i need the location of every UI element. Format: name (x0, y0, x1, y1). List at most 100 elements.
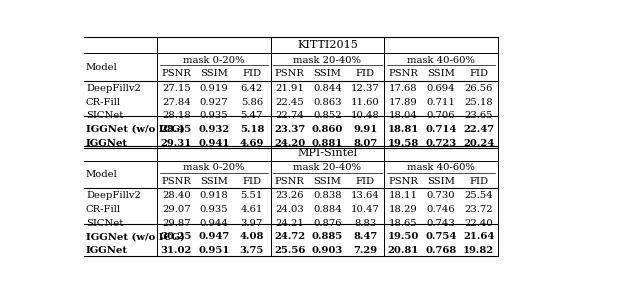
Text: 23.26: 23.26 (275, 191, 304, 200)
Text: 30.25: 30.25 (161, 232, 192, 241)
Text: 20.24: 20.24 (463, 138, 494, 147)
Text: 6.42: 6.42 (241, 84, 263, 93)
Text: 19.82: 19.82 (463, 246, 494, 255)
Text: 5.86: 5.86 (241, 98, 263, 107)
Text: 0.884: 0.884 (313, 205, 342, 214)
Text: PSNR: PSNR (275, 177, 305, 186)
Text: FID: FID (243, 70, 261, 79)
Text: 4.69: 4.69 (239, 138, 264, 147)
Text: SSIM: SSIM (200, 177, 228, 186)
Text: PSNR: PSNR (275, 70, 305, 79)
Text: PSNR: PSNR (388, 177, 418, 186)
Text: 9.91: 9.91 (353, 125, 378, 134)
Text: 18.11: 18.11 (388, 191, 417, 200)
Text: 19.50: 19.50 (387, 232, 419, 241)
Text: 26.56: 26.56 (465, 84, 493, 93)
Text: 18.65: 18.65 (388, 219, 417, 228)
Text: 22.45: 22.45 (275, 98, 304, 107)
Text: 11.60: 11.60 (351, 98, 380, 107)
Text: IGGNet: IGGNet (86, 138, 128, 147)
Text: 24.03: 24.03 (275, 205, 304, 214)
Text: mask 0-20%: mask 0-20% (183, 163, 245, 172)
Text: 0.918: 0.918 (200, 191, 228, 200)
Text: 13.64: 13.64 (351, 191, 380, 200)
Text: PSNR: PSNR (161, 70, 191, 79)
Text: 0.941: 0.941 (198, 138, 230, 147)
Text: 0.706: 0.706 (427, 111, 455, 120)
Text: 5.51: 5.51 (241, 191, 263, 200)
Text: 12.37: 12.37 (351, 84, 380, 93)
Text: IGGNet (w/o ICG): IGGNet (w/o ICG) (86, 232, 185, 241)
Text: 4.61: 4.61 (241, 205, 263, 214)
Text: 0.885: 0.885 (312, 232, 343, 241)
Text: 0.860: 0.860 (312, 125, 343, 134)
Text: 24.21: 24.21 (275, 219, 304, 228)
Text: SSIM: SSIM (314, 177, 341, 186)
Text: 8.47: 8.47 (353, 232, 378, 241)
Text: 28.45: 28.45 (161, 125, 192, 134)
Text: 22.74: 22.74 (275, 111, 304, 120)
Text: PSNR: PSNR (161, 177, 191, 186)
Text: CR-Fill: CR-Fill (86, 98, 121, 107)
Text: 28.40: 28.40 (162, 191, 191, 200)
Text: 10.48: 10.48 (351, 111, 380, 120)
Text: 7.29: 7.29 (353, 246, 378, 255)
Text: mask 20-40%: mask 20-40% (294, 163, 362, 172)
Text: 0.919: 0.919 (200, 84, 228, 93)
Text: 0.723: 0.723 (425, 138, 456, 147)
Text: 0.694: 0.694 (426, 84, 455, 93)
Text: 3.75: 3.75 (239, 246, 264, 255)
Text: 17.89: 17.89 (388, 98, 417, 107)
Text: 25.18: 25.18 (464, 98, 493, 107)
Text: 0.935: 0.935 (200, 205, 228, 214)
Text: 0.935: 0.935 (200, 111, 228, 120)
Text: FID: FID (243, 177, 261, 186)
Text: 29.07: 29.07 (162, 205, 191, 214)
Text: 0.947: 0.947 (198, 232, 230, 241)
Text: Model: Model (86, 63, 118, 72)
Text: 0.932: 0.932 (198, 125, 230, 134)
Text: 21.64: 21.64 (463, 232, 494, 241)
Text: 0.844: 0.844 (313, 84, 342, 93)
Text: FID: FID (469, 70, 488, 79)
Text: SSIM: SSIM (314, 70, 341, 79)
Text: 0.944: 0.944 (200, 219, 228, 228)
Text: 24.72: 24.72 (274, 232, 305, 241)
Text: 5.18: 5.18 (239, 125, 264, 134)
Text: 0.754: 0.754 (425, 232, 456, 241)
Text: 0.838: 0.838 (313, 191, 342, 200)
Text: IGGNet (w/o ICG): IGGNet (w/o ICG) (86, 125, 185, 134)
Text: FID: FID (356, 177, 375, 186)
Text: 25.56: 25.56 (274, 246, 305, 255)
Text: 23.65: 23.65 (465, 111, 493, 120)
Text: 0.881: 0.881 (312, 138, 343, 147)
Text: FID: FID (356, 70, 375, 79)
Text: FID: FID (469, 177, 488, 186)
Text: 5.47: 5.47 (241, 111, 263, 120)
Text: SICNet: SICNet (86, 111, 124, 120)
Text: mask 40-60%: mask 40-60% (407, 56, 475, 65)
Text: mask 40-60%: mask 40-60% (407, 163, 475, 172)
Text: SSIM: SSIM (200, 70, 228, 79)
Text: 22.40: 22.40 (464, 219, 493, 228)
Text: 0.768: 0.768 (425, 246, 456, 255)
Text: mask 20-40%: mask 20-40% (294, 56, 362, 65)
Text: 10.47: 10.47 (351, 205, 380, 214)
Text: 4.08: 4.08 (239, 232, 264, 241)
Text: Model: Model (86, 170, 118, 179)
Text: DeepFillv2: DeepFillv2 (86, 191, 141, 200)
Text: 18.81: 18.81 (387, 125, 419, 134)
Text: 21.91: 21.91 (275, 84, 304, 93)
Text: 0.714: 0.714 (425, 125, 456, 134)
Text: 0.746: 0.746 (426, 205, 455, 214)
Text: 0.730: 0.730 (426, 191, 455, 200)
Text: PSNR: PSNR (388, 70, 418, 79)
Text: 18.29: 18.29 (388, 205, 417, 214)
Text: 22.47: 22.47 (463, 125, 494, 134)
Text: 0.852: 0.852 (313, 111, 342, 120)
Text: 25.54: 25.54 (464, 191, 493, 200)
Text: 0.743: 0.743 (426, 219, 455, 228)
Text: 17.68: 17.68 (388, 84, 417, 93)
Text: 29.31: 29.31 (161, 138, 192, 147)
Text: 23.37: 23.37 (274, 125, 305, 134)
